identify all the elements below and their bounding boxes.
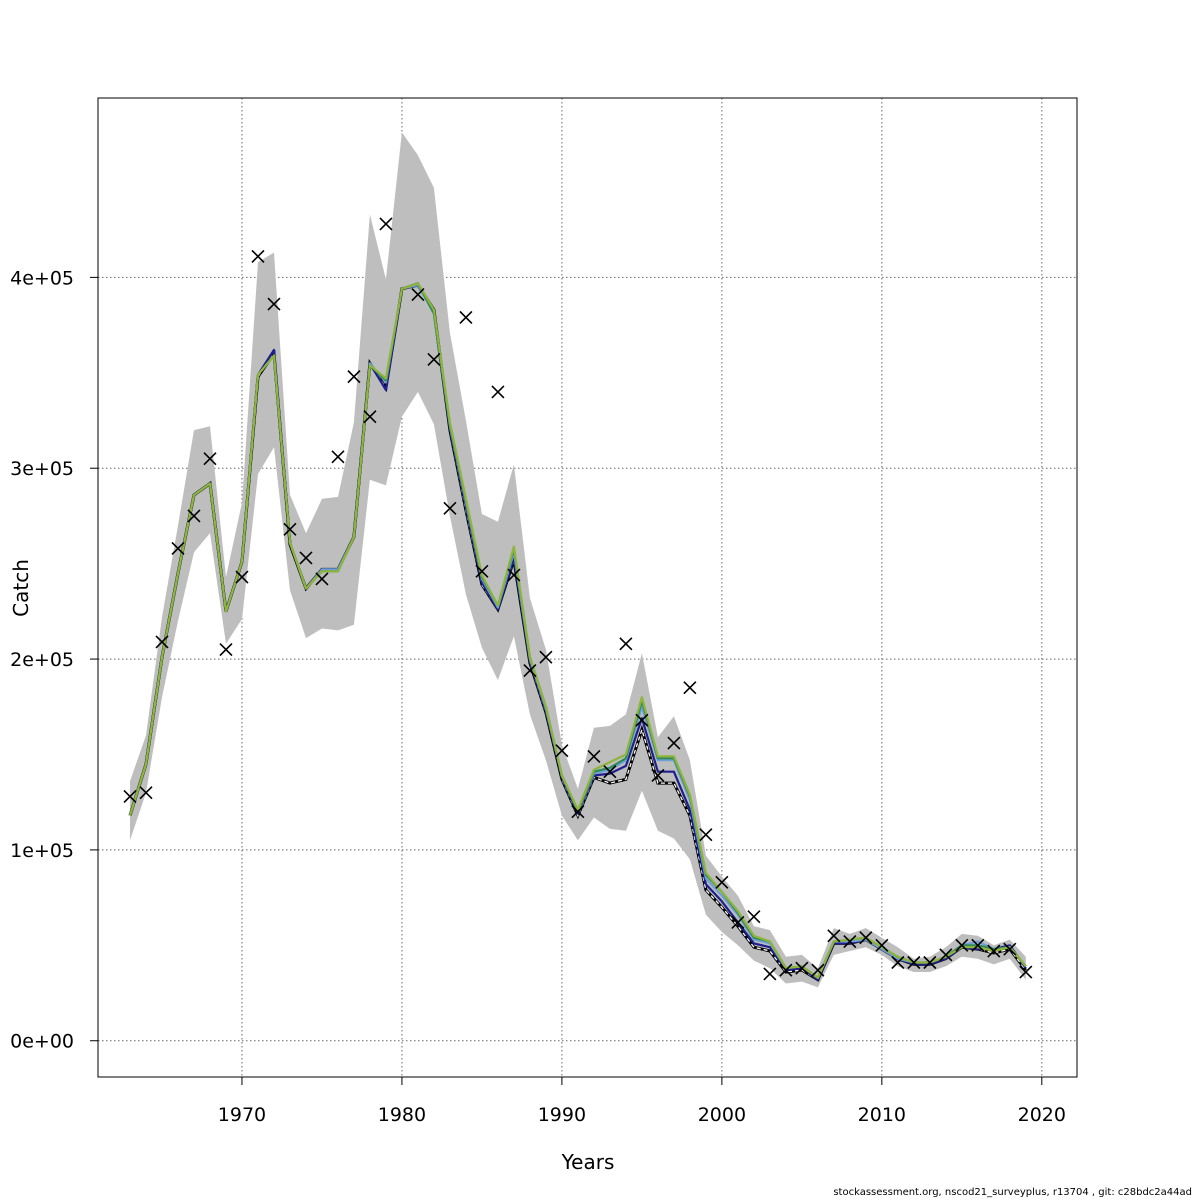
observed-point bbox=[187, 509, 201, 523]
observed-point bbox=[587, 749, 601, 763]
observed-point bbox=[315, 572, 329, 586]
observed-point bbox=[491, 385, 505, 399]
observed-point bbox=[235, 570, 249, 584]
observed-point bbox=[971, 938, 985, 952]
observed-point bbox=[523, 663, 537, 678]
observed-point bbox=[539, 650, 553, 664]
y-tick-label: 4e+05 bbox=[10, 267, 74, 289]
observed-point bbox=[923, 955, 937, 970]
observed-point bbox=[443, 501, 457, 515]
observed-point bbox=[795, 961, 809, 975]
observed-point bbox=[891, 955, 905, 970]
observed-point bbox=[411, 287, 425, 302]
observed-point bbox=[363, 410, 377, 424]
x-tick-label: 2020 bbox=[1018, 1104, 1066, 1126]
observed-point bbox=[475, 564, 489, 578]
observed-point bbox=[699, 828, 713, 842]
observed-point bbox=[331, 450, 345, 464]
footer-note: stockassessment.org, nscod21_surveyplus,… bbox=[833, 1187, 1192, 1198]
observed-point bbox=[747, 910, 761, 924]
observed-point bbox=[571, 805, 585, 819]
observed-point bbox=[763, 967, 777, 981]
observed-point bbox=[827, 929, 841, 943]
y-tick-label: 0e+00 bbox=[10, 1031, 74, 1053]
y-axis: 0e+00 1e+05 2e+05 3e+05 4e+05 bbox=[10, 267, 99, 1053]
observed-point bbox=[203, 452, 217, 466]
observed-point bbox=[555, 744, 569, 758]
observed-point bbox=[715, 875, 729, 889]
observed-point bbox=[939, 948, 953, 962]
series-lines bbox=[128, 282, 1027, 982]
observed-point bbox=[859, 931, 873, 945]
observed-point bbox=[427, 352, 441, 367]
observed-point bbox=[955, 938, 969, 952]
observed-point bbox=[667, 736, 681, 750]
observed-point bbox=[347, 370, 361, 384]
observed-point bbox=[299, 551, 313, 565]
observed-point bbox=[379, 217, 393, 231]
observed-point bbox=[1019, 965, 1033, 979]
observed-points bbox=[123, 217, 1033, 981]
y-tick-label: 1e+05 bbox=[10, 840, 74, 862]
observed-point bbox=[651, 768, 665, 783]
x-axis: 1970 1980 1990 2000 2010 2020 bbox=[218, 1076, 1066, 1126]
y-tick-label: 2e+05 bbox=[10, 649, 74, 671]
observed-point bbox=[283, 522, 297, 536]
observed-point bbox=[251, 249, 265, 263]
observed-point bbox=[683, 681, 697, 695]
observed-point bbox=[779, 963, 793, 977]
observed-point bbox=[603, 765, 617, 779]
x-axis-title: Years bbox=[561, 1150, 615, 1174]
y-tick-label: 3e+05 bbox=[10, 458, 74, 480]
observed-point bbox=[155, 635, 169, 649]
observed-point bbox=[811, 963, 825, 977]
x-tick-label: 1980 bbox=[378, 1104, 426, 1126]
observed-point bbox=[267, 297, 281, 311]
observed-point bbox=[987, 944, 1001, 958]
observed-point bbox=[619, 637, 633, 651]
observed-point bbox=[843, 934, 857, 949]
observed-point bbox=[731, 915, 745, 929]
y-axis-title: Catch bbox=[9, 559, 33, 617]
observed-point bbox=[507, 568, 521, 582]
confidence-band bbox=[130, 132, 1026, 988]
observed-point bbox=[1003, 942, 1017, 956]
observed-point bbox=[139, 786, 153, 800]
x-tick-label: 1970 bbox=[218, 1104, 266, 1126]
observed-point bbox=[635, 713, 649, 727]
observed-point bbox=[171, 541, 185, 555]
confidence-band-area bbox=[130, 132, 1026, 988]
observed-point bbox=[123, 789, 137, 804]
observed-point bbox=[459, 310, 473, 325]
observed-point bbox=[219, 642, 233, 657]
x-tick-label: 2000 bbox=[698, 1104, 746, 1126]
series-line-5 bbox=[128, 282, 1027, 979]
x-tick-label: 2010 bbox=[858, 1104, 906, 1126]
observed-point bbox=[907, 955, 921, 970]
observed-point bbox=[875, 938, 889, 952]
x-tick-label: 1990 bbox=[538, 1104, 586, 1126]
